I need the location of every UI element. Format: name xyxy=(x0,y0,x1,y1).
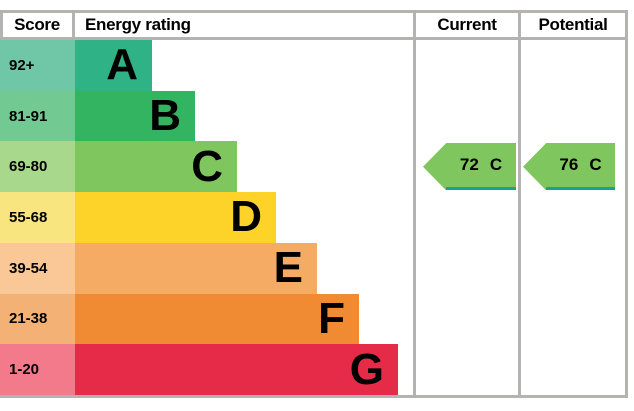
header-bottom-border xyxy=(0,37,628,40)
rating-letter: A xyxy=(106,40,138,90)
current-letter: C xyxy=(489,155,503,175)
table-bottom-border xyxy=(0,395,628,398)
score-range-cell: 21-38 xyxy=(0,293,75,345)
current-rating-arrow: 72 C xyxy=(423,143,516,191)
score-range-cell: 55-68 xyxy=(0,192,75,243)
rating-band-row: 55-68 D xyxy=(0,192,413,243)
header-left-border xyxy=(0,10,3,40)
current-column-header: Current xyxy=(437,15,497,34)
score-range-cell: 81-91 xyxy=(0,90,75,142)
rating-bar: E xyxy=(75,242,317,294)
rating-letter: B xyxy=(149,91,181,141)
rating-letter: D xyxy=(230,192,262,242)
rating-band-row: 1-20 G xyxy=(0,344,413,395)
arrow-left-point-icon xyxy=(523,143,546,191)
rating-band-row: 21-38 F xyxy=(0,293,413,345)
rating-bar: B xyxy=(75,90,195,142)
rating-band-row: 81-91 B xyxy=(0,90,413,142)
rating-letter: G xyxy=(349,344,384,394)
potential-rating-arrow: 76 C xyxy=(523,143,615,191)
current-arrow-body: 72 C xyxy=(446,143,516,191)
rating-bar: G xyxy=(75,344,398,395)
rating-letter: F xyxy=(318,293,345,343)
rating-bar: F xyxy=(75,293,359,345)
rating-band-row: 92+ A xyxy=(0,40,413,91)
rating-band-row: 39-54 E xyxy=(0,242,413,294)
current-value: 72 xyxy=(459,155,479,175)
potential-arrow-body: 76 C xyxy=(546,143,615,191)
rating-letter: C xyxy=(191,141,223,191)
arrow-left-point-icon xyxy=(423,143,446,191)
rating-bar: A xyxy=(75,40,152,91)
table-top-border xyxy=(0,10,628,13)
score-range-cell: 69-80 xyxy=(0,141,75,193)
table-right-border xyxy=(625,10,628,398)
rating-letter: E xyxy=(273,243,303,293)
rating-rows: 92+ A 81-91 B 69-80 C 55-68 D 39-54 xyxy=(0,40,413,395)
potential-letter: C xyxy=(589,155,602,175)
rating-bar: C xyxy=(75,141,237,193)
potential-column-header: Potential xyxy=(538,15,608,34)
rating-current-separator xyxy=(413,10,416,398)
score-range-cell: 39-54 xyxy=(0,242,75,294)
score-range-cell: 92+ xyxy=(0,40,75,91)
current-potential-separator xyxy=(518,10,521,398)
score-range-cell: 1-20 xyxy=(0,344,75,395)
energy-rating-header: Energy rating xyxy=(85,15,191,34)
score-column-header: Score xyxy=(14,15,60,34)
rating-bar: D xyxy=(75,192,276,243)
score-column-separator xyxy=(72,10,75,40)
potential-value: 76 xyxy=(559,155,579,175)
rating-band-row: 69-80 C xyxy=(0,141,413,193)
